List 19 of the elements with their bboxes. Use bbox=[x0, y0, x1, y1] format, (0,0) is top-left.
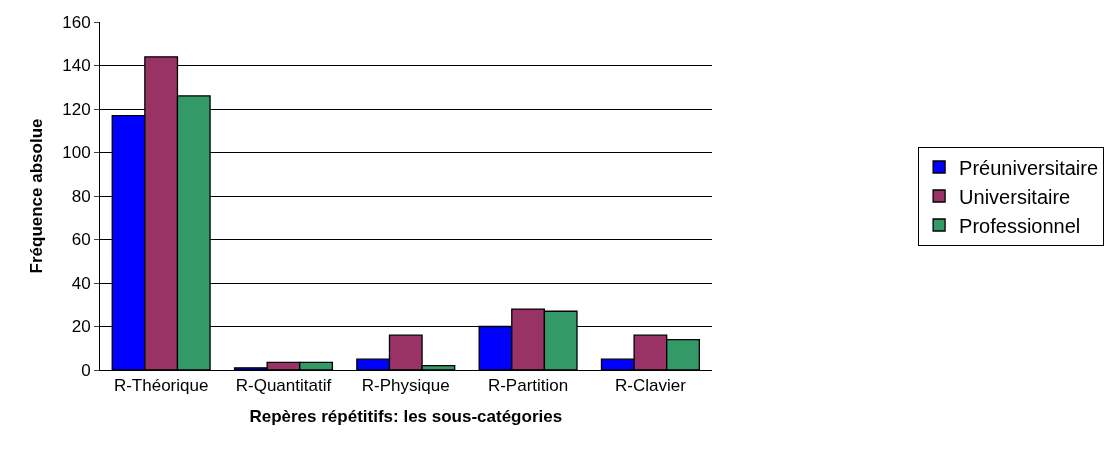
x-axis-title: Repères répétitifs: les sous-catégories bbox=[249, 406, 563, 426]
y-tick-label: 160 bbox=[62, 12, 91, 32]
x-tick-label: R-Quantitatif bbox=[235, 376, 332, 396]
x-tick-label: R-Partition bbox=[487, 376, 569, 396]
y-tick-label: 20 bbox=[71, 317, 91, 337]
legend-label: Préuniversitaire bbox=[959, 156, 1099, 179]
x-tick-label: R-Clavier bbox=[614, 376, 687, 396]
y-tick-label: 80 bbox=[71, 186, 91, 206]
x-tick-label: R-Théorique bbox=[113, 376, 209, 396]
legend-label: Professionnel bbox=[959, 214, 1081, 237]
y-tick-label: 0 bbox=[81, 360, 91, 380]
y-axis-title: Fréquence absolue bbox=[26, 118, 46, 274]
x-tick-label: R-Physique bbox=[361, 376, 450, 396]
y-tick-label: 120 bbox=[62, 99, 91, 119]
legend-label: Universitaire bbox=[959, 185, 1071, 208]
y-tick-label: 100 bbox=[62, 143, 91, 163]
y-tick-label: 60 bbox=[71, 230, 91, 250]
y-tick-label: 140 bbox=[62, 56, 91, 76]
y-tick-label: 40 bbox=[71, 273, 91, 293]
